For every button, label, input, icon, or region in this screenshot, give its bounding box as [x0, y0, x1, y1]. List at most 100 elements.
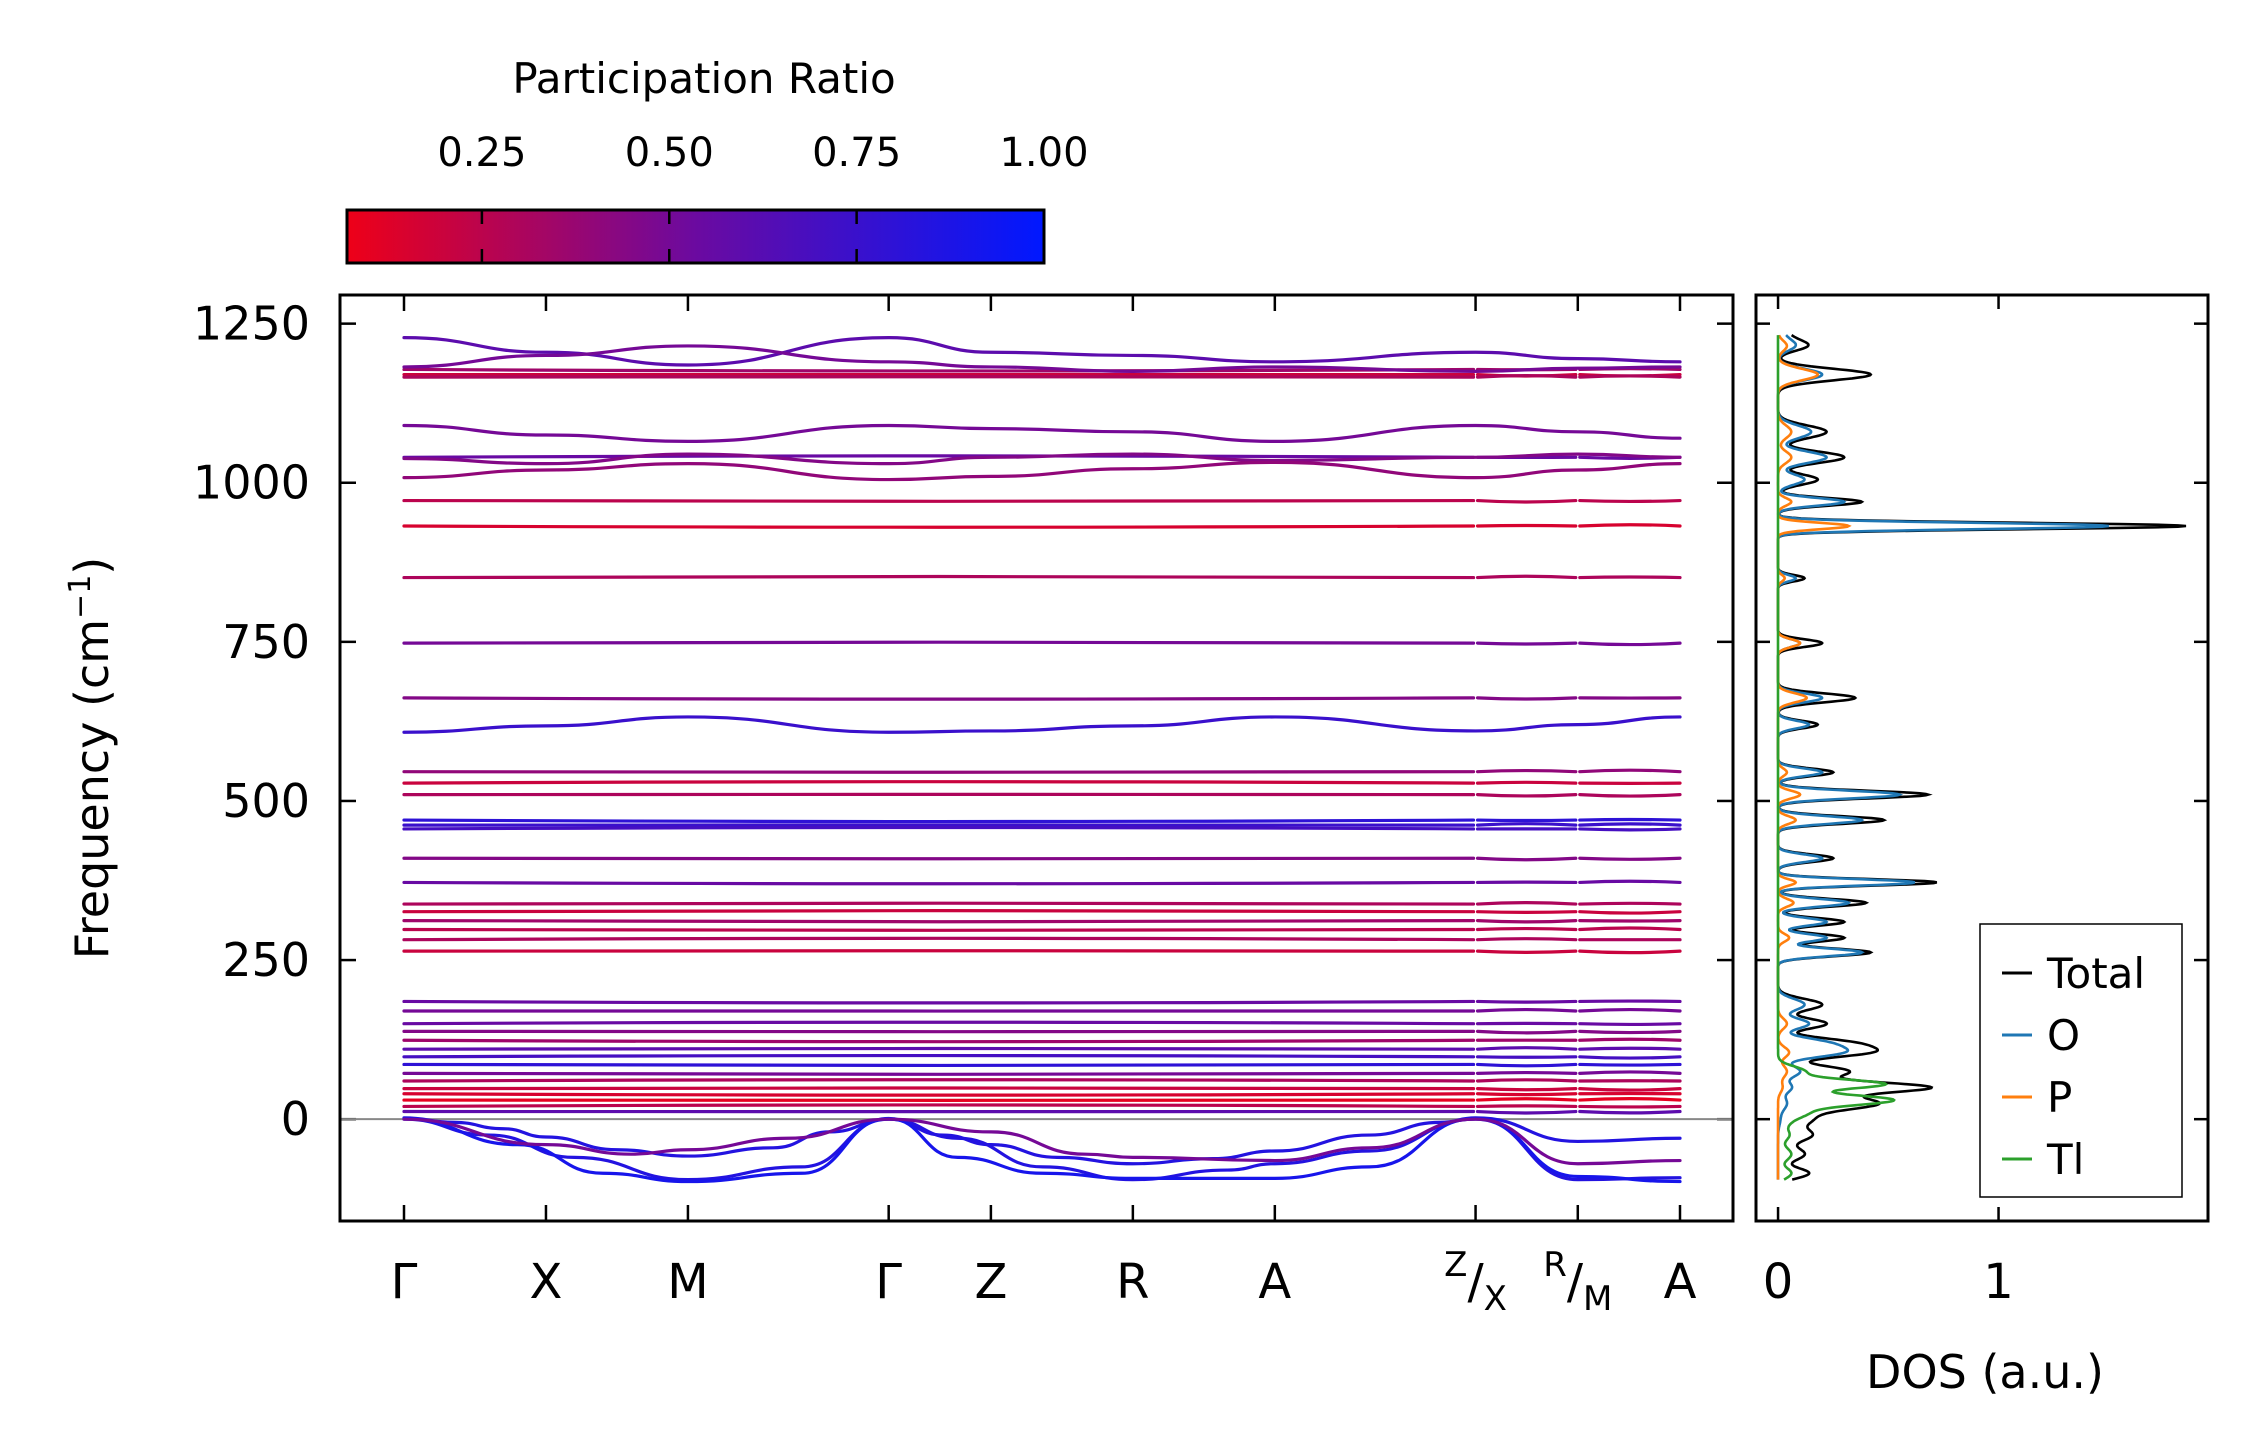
- band-line: [1475, 696, 1578, 701]
- y-axis-label-superscript: −1: [63, 575, 98, 619]
- band-line: [402, 999, 1476, 1005]
- y-tick-label: 0: [281, 1092, 310, 1146]
- colorbar: Participation Ratio 0.25 0.50 0.75 1.00: [345, 54, 1089, 265]
- path-label-upper: R: [1543, 1245, 1567, 1285]
- band-line: [1578, 1007, 1682, 1013]
- band-line: [402, 640, 1476, 645]
- band-line: [402, 1046, 1476, 1051]
- band-line: [1578, 523, 1682, 528]
- band-line: [402, 880, 1476, 886]
- band-line: [402, 696, 1476, 701]
- band-line: [402, 818, 1476, 824]
- band-line: [1475, 374, 1578, 379]
- band-line: [402, 1103, 1476, 1109]
- path-tick-label: A: [1258, 1254, 1291, 1310]
- y-tick-labels: 0 250 500 750 1000 1250: [193, 297, 310, 1147]
- band-line: [402, 825, 1476, 831]
- colorbar-swatch: [345, 208, 1046, 265]
- path-tick-label: M: [667, 1254, 708, 1310]
- band-line: [1475, 926, 1578, 932]
- band-line: [1578, 575, 1682, 580]
- band-line: [1475, 523, 1578, 528]
- band-line: [402, 770, 1476, 774]
- band-line: [1475, 910, 1578, 914]
- path-tick-label: R/M: [1543, 1245, 1612, 1319]
- legend-label: Total: [2046, 949, 2145, 998]
- legend-label: P: [2047, 1073, 2072, 1122]
- path-tick-label: Z: [974, 1254, 1007, 1310]
- band-line: [1475, 498, 1578, 504]
- band-line: [1578, 856, 1682, 861]
- dispersive-band-line: [402, 423, 1682, 443]
- legend-box: [1979, 923, 2183, 1198]
- colorbar-tick-label: 0.75: [812, 130, 901, 176]
- band-line: [1578, 817, 1682, 822]
- band-structure-panel: Frequency (cm−1) Γ X M Γ Z R A Z/XR/M A 02505007…: [63, 293, 1735, 1319]
- band-line: [1578, 1037, 1682, 1042]
- band-line: [402, 919, 1476, 924]
- band-plot-frame: [338, 293, 1735, 1223]
- band-line: [1475, 1029, 1578, 1035]
- band-line: [1475, 1007, 1578, 1013]
- band-line: [402, 367, 1476, 373]
- dispersive-band-line: [402, 1117, 1682, 1166]
- band-line: [1475, 1062, 1578, 1068]
- band-line: [402, 1062, 1476, 1068]
- band-line: [1475, 1109, 1578, 1115]
- band-line: [1578, 641, 1682, 647]
- dispersive-band-line: [402, 344, 1682, 373]
- dos-x-tick-label: 0: [1763, 1254, 1794, 1310]
- band-line: [1475, 822, 1578, 827]
- dispersive-band-line: [402, 715, 1682, 734]
- band-line: [402, 909, 1476, 914]
- band-line: [1475, 999, 1578, 1004]
- path-tick-label: Γ: [875, 1254, 902, 1310]
- colorbar-ticks: 0.25 0.50 0.75 1.00: [437, 130, 1089, 263]
- phonon-bands: [402, 336, 1682, 1184]
- dos-axis-ticks: [1756, 295, 2208, 1221]
- y-axis-label-main: Frequency (cm: [65, 619, 119, 959]
- band-line: [1578, 1097, 1682, 1102]
- band-line: [1578, 768, 1682, 774]
- dos-curves: [1776, 333, 2187, 1181]
- y-tick-label: 500: [222, 774, 310, 828]
- band-line: [1475, 919, 1578, 924]
- band-line: [402, 936, 1476, 942]
- band-line: [402, 927, 1476, 932]
- path-label-lower: M: [1583, 1279, 1612, 1319]
- band-line: [1578, 1087, 1682, 1092]
- legend-items: Total OP Tl: [2002, 949, 2145, 1184]
- band-line: [402, 574, 1476, 580]
- path-label-upper: Z: [1444, 1245, 1467, 1285]
- band-line: [1475, 1087, 1578, 1092]
- band-line: [402, 1071, 1476, 1076]
- y-tick-label: 750: [222, 615, 310, 669]
- band-line: [402, 1092, 1476, 1097]
- band-line: [402, 1078, 1476, 1083]
- band-line: [1475, 901, 1578, 906]
- y-tick-label: 1000: [193, 456, 310, 510]
- band-axis-ticks: [340, 295, 1733, 1221]
- band-line: [1578, 1046, 1682, 1051]
- band-line: [1578, 1022, 1682, 1027]
- band-line: [1475, 792, 1578, 798]
- band-line: [402, 1086, 1476, 1091]
- legend-label: O: [2047, 1011, 2080, 1060]
- legend-label: Tl: [2046, 1135, 2084, 1184]
- band-line: [1475, 1092, 1578, 1097]
- band-line: [1475, 1104, 1578, 1109]
- path-label-slash: /: [1467, 1254, 1484, 1310]
- dos-plot-frame: [1754, 293, 2210, 1223]
- band-line: [1475, 768, 1578, 774]
- band-line: [1578, 1109, 1682, 1115]
- path-label-lower: X: [1484, 1279, 1507, 1319]
- band-line: [402, 856, 1476, 861]
- path-tick-label: Z/X: [1444, 1245, 1507, 1319]
- band-line: [1578, 498, 1682, 504]
- colorbar-title: Participation Ratio: [512, 54, 895, 103]
- band-line: [402, 901, 1476, 906]
- y-tick-label: 1250: [193, 297, 310, 351]
- dispersive-band-line: [402, 460, 1682, 482]
- band-line: [402, 454, 1476, 459]
